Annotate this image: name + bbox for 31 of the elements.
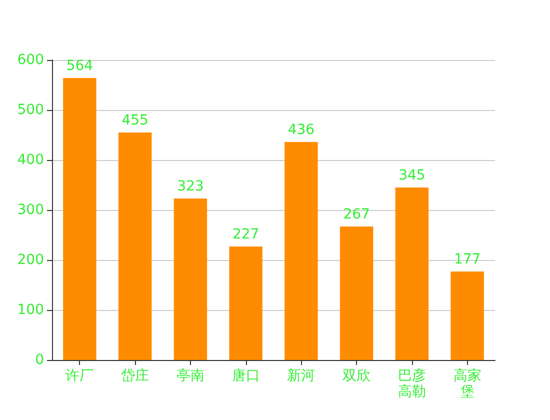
x-tick-label: 双欣: [342, 368, 371, 384]
y-tick-label: 100: [17, 302, 44, 318]
x-tick-label: 巴彦高勒: [398, 368, 426, 400]
bar: [118, 132, 152, 360]
bar: [340, 226, 374, 360]
data-label: 323: [177, 178, 204, 194]
x-tick-label: 岱庄: [121, 368, 150, 384]
data-label: 177: [454, 252, 481, 268]
x-tick-label: 亭南: [176, 368, 204, 384]
data-label: 455: [122, 112, 148, 128]
data-label: 267: [343, 206, 370, 222]
y-tick-label: 400: [17, 152, 44, 168]
bar: [63, 78, 96, 360]
bar: [284, 142, 318, 360]
data-label: 436: [288, 122, 315, 138]
y-tick-label: 0: [35, 352, 44, 368]
y-tick-label: 600: [17, 52, 44, 68]
bar: [450, 272, 484, 360]
data-label: 227: [232, 226, 260, 242]
x-tick-label: 高家堡: [453, 368, 482, 400]
data-label: 345: [398, 168, 426, 184]
x-tick-label: 唐口: [232, 368, 260, 384]
y-tick-label: 300: [17, 202, 44, 218]
bar: [174, 198, 208, 360]
bar: [229, 246, 262, 360]
bar: [395, 188, 429, 360]
y-tick-label: 200: [17, 252, 44, 268]
data-label: 564: [66, 58, 94, 74]
x-tick-label: 新河: [287, 368, 316, 384]
x-tick-label: 许厂: [66, 368, 94, 384]
y-tick-label: 500: [17, 102, 44, 118]
